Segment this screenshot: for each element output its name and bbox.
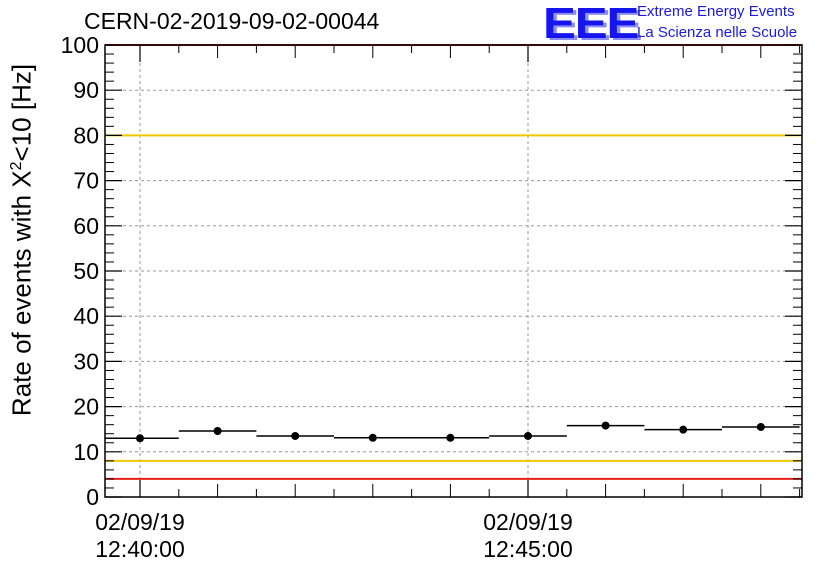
reference-lines: [105, 44, 802, 480]
x-tick-time: 12:40:00: [95, 536, 185, 562]
y-tick-label: 20: [73, 394, 99, 420]
x-tick-date: 02/09/19: [483, 509, 573, 535]
data-point: [756, 422, 765, 431]
y-tick-label: 30: [73, 348, 99, 374]
org-name-line2: La Scienza nelle Scuole: [637, 24, 798, 41]
y-tick-label: 0: [86, 484, 99, 510]
org-name-line1: Extreme Energy Events: [637, 3, 795, 20]
y-tick-label: 40: [73, 303, 99, 329]
tick-labels: 010203040506070809010002/09/1912:40:0002…: [61, 32, 573, 562]
x-tick-time: 12:45:00: [483, 536, 573, 562]
x-tick-date: 02/09/19: [95, 509, 185, 535]
data-point: [601, 421, 610, 430]
data-point: [291, 431, 300, 440]
axis-ticks: [105, 44, 802, 498]
chart-title: CERN-02-2019-09-02-00044: [84, 8, 380, 34]
y-tick-label: 100: [61, 32, 99, 58]
data-point: [446, 433, 455, 442]
eee-logo: EEE: [543, 0, 639, 48]
y-tick-label: 80: [73, 122, 99, 148]
y-tick-label: 70: [73, 168, 99, 194]
data-point: [679, 425, 688, 434]
data-point: [136, 434, 144, 443]
data-point: [524, 431, 532, 440]
y-tick-label: 60: [73, 213, 99, 239]
data-point: [213, 427, 222, 436]
y-tick-label: 90: [73, 77, 99, 103]
y-tick-label: 50: [73, 258, 99, 284]
y-axis-label: Rate of events with X2<10 [Hz]: [6, 63, 37, 417]
y-tick-label: 10: [73, 439, 99, 465]
data-points: [105, 421, 800, 443]
data-point: [368, 433, 377, 442]
